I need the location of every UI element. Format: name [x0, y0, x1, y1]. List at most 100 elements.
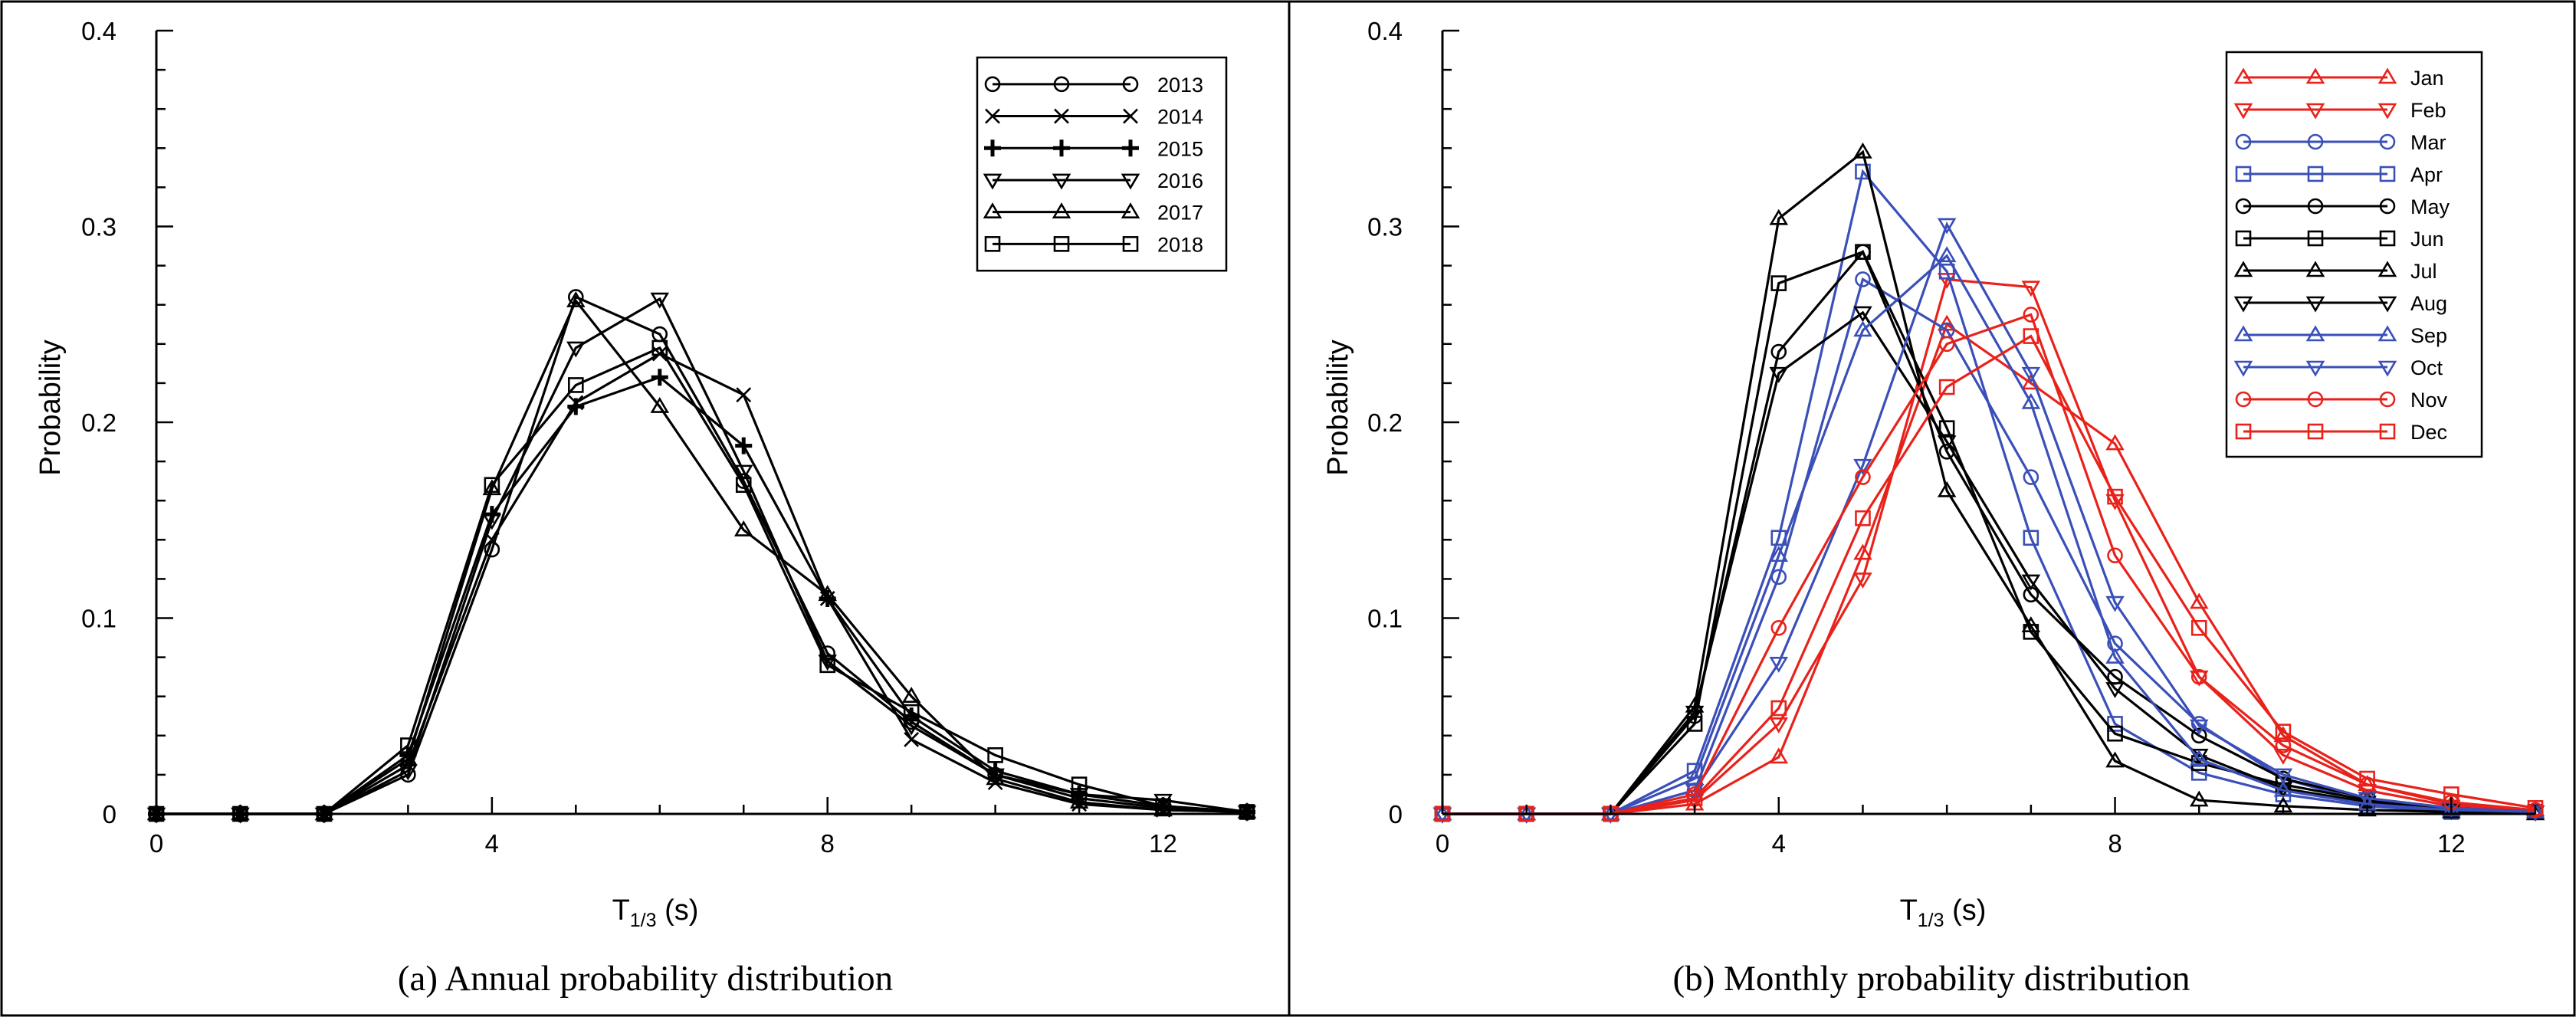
y-tick-label: 0 [103, 800, 116, 828]
legend-marker [2305, 325, 2325, 342]
legend-label: Jul [2410, 260, 2437, 283]
legend-marker [2379, 166, 2396, 182]
legend-annual: 2013 2014 2015 2016 2017 2018 [976, 56, 1228, 272]
legend-marker [984, 139, 1001, 157]
legend-marker [1122, 139, 1139, 157]
legend-label: Feb [2410, 99, 2446, 122]
legend-entry-Apr: Apr [2235, 163, 2443, 186]
legend-marker [2233, 103, 2253, 120]
data-point-Jul [1853, 142, 1872, 159]
data-point-Jan [1769, 747, 1789, 764]
legend-marker [985, 108, 1000, 124]
y-tick-label: 0.4 [81, 17, 116, 45]
data-point-Feb [2021, 280, 2041, 297]
data-point-Sep [1937, 246, 1957, 263]
legend-marker [2307, 391, 2324, 408]
data-point-Sep [2189, 749, 2209, 766]
data-point-2017 [650, 396, 670, 413]
legend-marker [2235, 133, 2252, 150]
legend-marker [1123, 108, 1138, 124]
series-line-Dec [1442, 334, 2536, 815]
legend-marker [1122, 236, 1139, 252]
legend-entry-Jan: Jan [2233, 67, 2444, 90]
data-point-Sep [1853, 320, 1872, 337]
legend-marker [2379, 133, 2396, 150]
data-point-Apr [2023, 530, 2039, 546]
y-tick-label: 0 [1389, 800, 1403, 828]
data-point-Feb [1853, 572, 1872, 589]
legend-marker [1053, 76, 1070, 93]
data-point-2018 [1071, 776, 1088, 792]
data-point-Apr [2190, 765, 2207, 781]
data-point-2015 [735, 437, 753, 454]
y-tick-label: 0.3 [1367, 213, 1403, 241]
data-point-Sep [2273, 780, 2293, 797]
legend-entry-Sep: Sep [2233, 324, 2447, 347]
data-point-Nov [1855, 469, 1871, 485]
legend-marker [2235, 423, 2252, 440]
data-point-Oct [2358, 792, 2377, 809]
x-tick-label: 12 [1149, 829, 1177, 858]
xlabel-annual-main: T [612, 894, 630, 927]
legend-label: Mar [2410, 131, 2446, 154]
data-point-2016 [733, 464, 753, 481]
series-line-Aug [1442, 310, 2536, 815]
legend-label: Nov [2410, 389, 2448, 412]
legend-marker [2233, 296, 2253, 313]
legend-entry-Jun: Jun [2235, 228, 2444, 251]
data-point-2018 [987, 747, 1003, 763]
legend-marker [2305, 360, 2325, 377]
legend-entry-May: May [2235, 195, 2450, 218]
data-point-2016 [1153, 793, 1173, 810]
legend-label: 2014 [1157, 106, 1203, 129]
ylabel-annual: Probability [34, 340, 67, 475]
data-point-2016 [399, 764, 418, 781]
xlabel-monthly-unit: (s) [1944, 894, 1987, 927]
data-point-May [1770, 343, 1787, 360]
legend-marker [1053, 236, 1070, 252]
data-point-Nov [2107, 547, 2123, 564]
data-point-Feb [2189, 670, 2209, 687]
caption-monthly: (b) Monthly probability distribution [1673, 959, 2190, 999]
y-tick-label: 0.3 [81, 213, 116, 241]
legend-label: 2015 [1157, 137, 1203, 160]
data-point-Feb [1769, 717, 1789, 734]
legend-marker [1053, 139, 1070, 157]
data-point-May [2190, 727, 2207, 744]
legend-marker [2377, 67, 2397, 84]
panel-b-frame [1288, 0, 2576, 1017]
data-point-2015 [651, 369, 668, 386]
series-2018 [148, 340, 1255, 822]
legend-entry-Feb: Feb [2233, 99, 2446, 122]
legend-marker [1121, 173, 1140, 190]
legend-marker [983, 202, 1003, 218]
legend-entry-Nov: Nov [2235, 389, 2448, 412]
data-point-2016 [901, 719, 921, 736]
data-point-2018 [735, 477, 752, 494]
legend-label: Oct [2410, 356, 2443, 379]
legend-label: Aug [2410, 292, 2447, 315]
data-point-Mar [2023, 469, 2039, 485]
legend-marker [983, 173, 1003, 190]
legend-marker [2233, 360, 2253, 377]
x-tick-label: 8 [2108, 829, 2122, 858]
data-point-Apr [1855, 163, 1871, 180]
data-point-Jul [2021, 616, 2041, 633]
data-point-Dec [1855, 510, 1871, 527]
y-tick-label: 0.4 [1367, 17, 1403, 45]
x-tick-label: 8 [821, 829, 835, 858]
legend-marker [2377, 296, 2397, 313]
data-point-Sep [1769, 546, 1789, 563]
x-tick-label: 4 [485, 829, 499, 858]
data-point-2014 [736, 387, 752, 403]
data-point-Oct [1853, 458, 1872, 475]
data-point-Oct [2189, 719, 2209, 736]
data-point-Jul [1937, 481, 1957, 497]
data-point-Aug [1769, 366, 1789, 383]
legend-entry-2016: 2016 [983, 169, 1203, 192]
data-point-2018 [651, 340, 668, 356]
data-point-2017 [733, 520, 753, 536]
data-point-2014 [1071, 796, 1087, 812]
data-point-Jul [1769, 208, 1789, 225]
